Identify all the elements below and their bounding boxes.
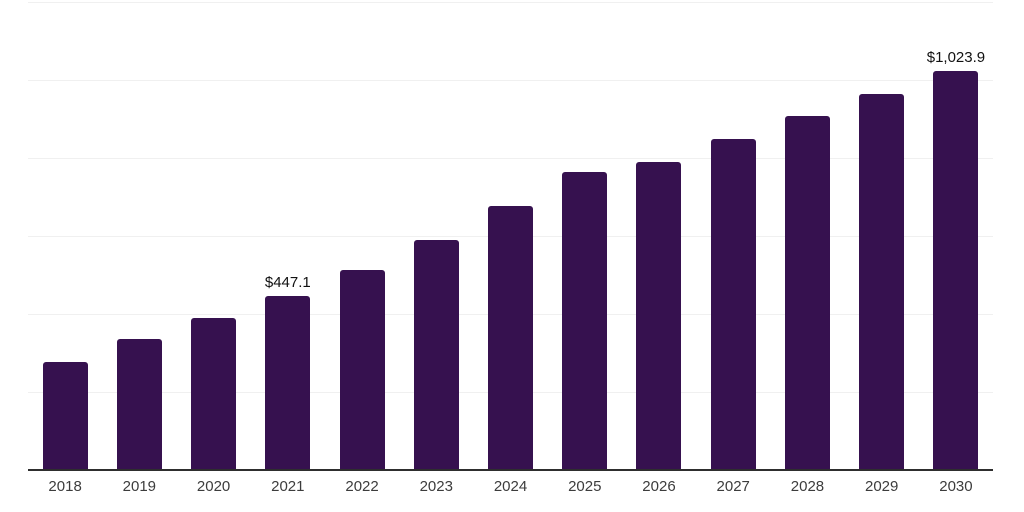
x-tick-2027: 2027 [716,478,750,495]
bar-2023[interactable] [413,239,459,470]
bar-slot-2020 [176,2,250,470]
bars-row: $447.1 $1,023.9 [28,2,993,470]
bar-slot-2030: $1,023.9 [919,2,993,470]
x-tick-2028: 2028 [790,478,825,495]
bar-2022[interactable] [339,269,385,470]
bar-2024[interactable] [488,206,534,470]
bar-slot-2024 [473,2,547,470]
gridline-1000 [28,80,993,81]
bar-value-label-2030: $1,023.9 [926,48,986,66]
bar-slot-2025 [548,2,622,470]
bar-slot-2021: $447.1 [251,2,325,470]
plot-area: $447.1 $1,023.9 [28,2,993,470]
bar-2025[interactable] [562,171,608,470]
x-axis-line [28,469,993,471]
bar-slot-2023 [399,2,473,470]
x-tick-2024: 2024 [493,478,528,495]
gridline-800 [28,158,993,159]
x-tick-2022: 2022 [345,478,379,495]
x-tick-2029: 2029 [865,478,899,495]
x-tick-2025: 2025 [568,478,602,495]
x-tick-2026: 2026 [642,478,676,495]
bar-2021[interactable] [265,295,311,470]
bar-2030[interactable] [933,70,979,470]
bar-2027[interactable] [710,138,756,470]
gridline-1200 [28,2,993,3]
bar-2020[interactable] [191,317,237,470]
bar-slot-2028 [770,2,844,470]
x-tick-2019: 2019 [122,478,157,495]
x-tick-2030: 2030 [939,478,973,495]
bar-slot-2029 [845,2,919,470]
bar-2018[interactable] [42,361,88,470]
bar-2029[interactable] [859,93,905,470]
bar-2019[interactable] [116,338,162,470]
bar-slot-2022 [325,2,399,470]
bar-value-label-2021: $447.1 [264,273,311,291]
bar-2028[interactable] [784,116,830,470]
x-tick-2023: 2023 [419,478,453,495]
bar-2026[interactable] [636,161,682,470]
x-tick-2018: 2018 [48,478,82,495]
bar-slot-2027 [696,2,770,470]
bar-slot-2018 [28,2,102,470]
x-tick-2021: 2021 [271,478,305,495]
bar-slot-2026 [622,2,696,470]
x-tick-2020: 2020 [196,478,231,495]
bar-slot-2019 [102,2,176,470]
x-axis-labels: 2018 2019 2020 2021 2022 2023 2024 2025 2026 2027… [28,479,993,494]
